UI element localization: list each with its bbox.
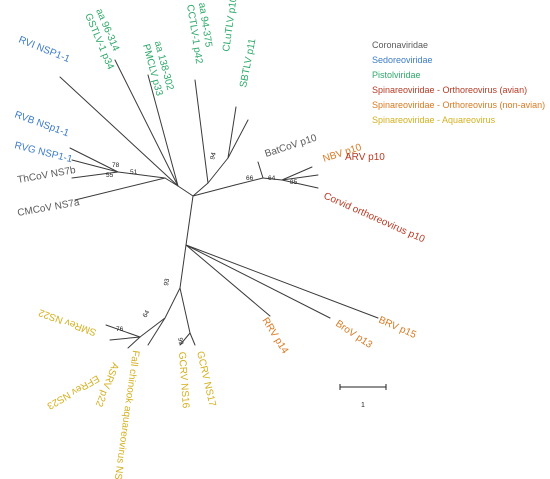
internal-branch	[164, 287, 181, 319]
tip-branch-gstlv	[114, 59, 179, 187]
bootstrap-b78: 78	[112, 162, 120, 169]
tip-branch-gcrv17	[189, 332, 196, 346]
tip-label-brv: BRV p15	[377, 315, 418, 341]
tip-branch-rvi	[59, 76, 179, 187]
internal-branch	[262, 177, 283, 181]
bootstrap-b94: 94	[209, 151, 218, 160]
tip-branch-smrev	[105, 324, 141, 338]
legend-item-aquareovirus: Spinareoviridae - Aquareovirus	[372, 115, 496, 125]
legend-item-coronaviridae: Coronaviridae	[372, 40, 429, 50]
tip-label-cmcov: CMCoV NS7a	[17, 197, 81, 219]
tip-branch-gcrv16	[179, 332, 191, 346]
tip-branch-batcov	[257, 161, 264, 179]
internal-branch	[139, 317, 166, 338]
internal-branch	[185, 195, 194, 246]
tip-branch-rrv	[185, 244, 271, 317]
bootstrap-b93: 93	[163, 278, 171, 287]
bootstrap-b64b: 64	[142, 309, 152, 319]
tip-label-clutlv: CLuTLV p10	[221, 0, 240, 52]
legend-item-pistolviridae: Pistolviridae	[372, 70, 421, 80]
internal-branch	[179, 244, 187, 289]
tip-label-smrev: SMRev NS22	[37, 306, 98, 337]
tip-label-thcov: ThCoV NS7b	[17, 165, 77, 186]
tip-branch-thcov	[71, 171, 119, 179]
tip-label-brov: BroV p13	[333, 318, 374, 351]
tip-label-rrv: RRV p14	[259, 316, 290, 356]
bootstrap-b66: 66	[246, 175, 254, 182]
scale-bar: 1	[339, 384, 387, 409]
tip-branch-rvg	[71, 159, 119, 173]
tip-branch-nbv	[281, 166, 313, 181]
tip-label-rvg: RVG NSP1-1	[13, 140, 74, 165]
tip-branch-rvb	[69, 147, 119, 173]
internal-branch	[234, 177, 264, 186]
internal-branch	[179, 287, 191, 334]
tip-label-batcov: BatCoV p10	[264, 133, 319, 160]
tip-branch-clutlv	[227, 106, 237, 159]
tip-branch-sbtlv	[227, 119, 249, 159]
scale-bar-label: 1	[361, 402, 365, 409]
internal-branch	[177, 185, 194, 197]
bootstrap-values: 78 51 55 94 66 64 85 93 64 76 99	[106, 151, 298, 345]
tip-branch-brv	[185, 244, 379, 319]
tip-branch-arv	[281, 174, 319, 181]
bootstrap-b64a: 64	[268, 175, 276, 182]
tip-label-corvid: Corvid orthoreovirus p10	[322, 191, 427, 246]
tip-branch-asrv	[127, 336, 141, 349]
bootstrap-b85: 85	[290, 179, 298, 186]
bootstrap-b55: 55	[106, 172, 114, 179]
tip-branch-pmclv	[147, 74, 179, 187]
tip-branch-corvid	[281, 179, 319, 189]
tip-label-rvb: RVB NSp1-1	[13, 109, 71, 139]
tree-branches	[59, 59, 379, 349]
legend-item-orthoreovirus-avian: Spinareoviridae - Orthoreovirus (avian)	[372, 85, 528, 95]
tip-branch-brov	[185, 244, 331, 319]
tip-branch-efrev	[109, 336, 141, 341]
internal-branch	[117, 171, 166, 179]
internal-branch	[192, 184, 236, 197]
legend: Coronaviridae Sedoreoviridae Pistolvirid…	[372, 38, 545, 128]
bootstrap-b76: 76	[116, 326, 124, 333]
bootstrap-b51: 51	[130, 169, 138, 176]
bootstrap-b99: 99	[176, 337, 184, 346]
internal-branch	[207, 157, 229, 184]
tip-label-sbtlv: SBTLV p11	[238, 37, 258, 88]
tip-label-rvi: RVI NSP1-1	[17, 35, 72, 66]
tip-branch-cmcov	[74, 177, 166, 201]
tip-label-arv: ARV p10	[345, 152, 385, 163]
tip-label-efrev: EFRev NS23	[45, 372, 101, 411]
internal-branch	[192, 182, 209, 197]
tip-label-gcrv17: GCRV NS17	[194, 350, 218, 408]
legend-item-orthoreovirus-non-avian: Spinareoviridae - Orthoreovirus (non-avi…	[372, 100, 546, 110]
tip-branch-cctlv	[194, 79, 209, 184]
tip-label-gcrv16: GCRV NS16	[176, 351, 191, 409]
tip-branch-fall	[147, 317, 166, 346]
legend-item-sedoreoviridae: Sedoreoviridae	[372, 55, 433, 65]
